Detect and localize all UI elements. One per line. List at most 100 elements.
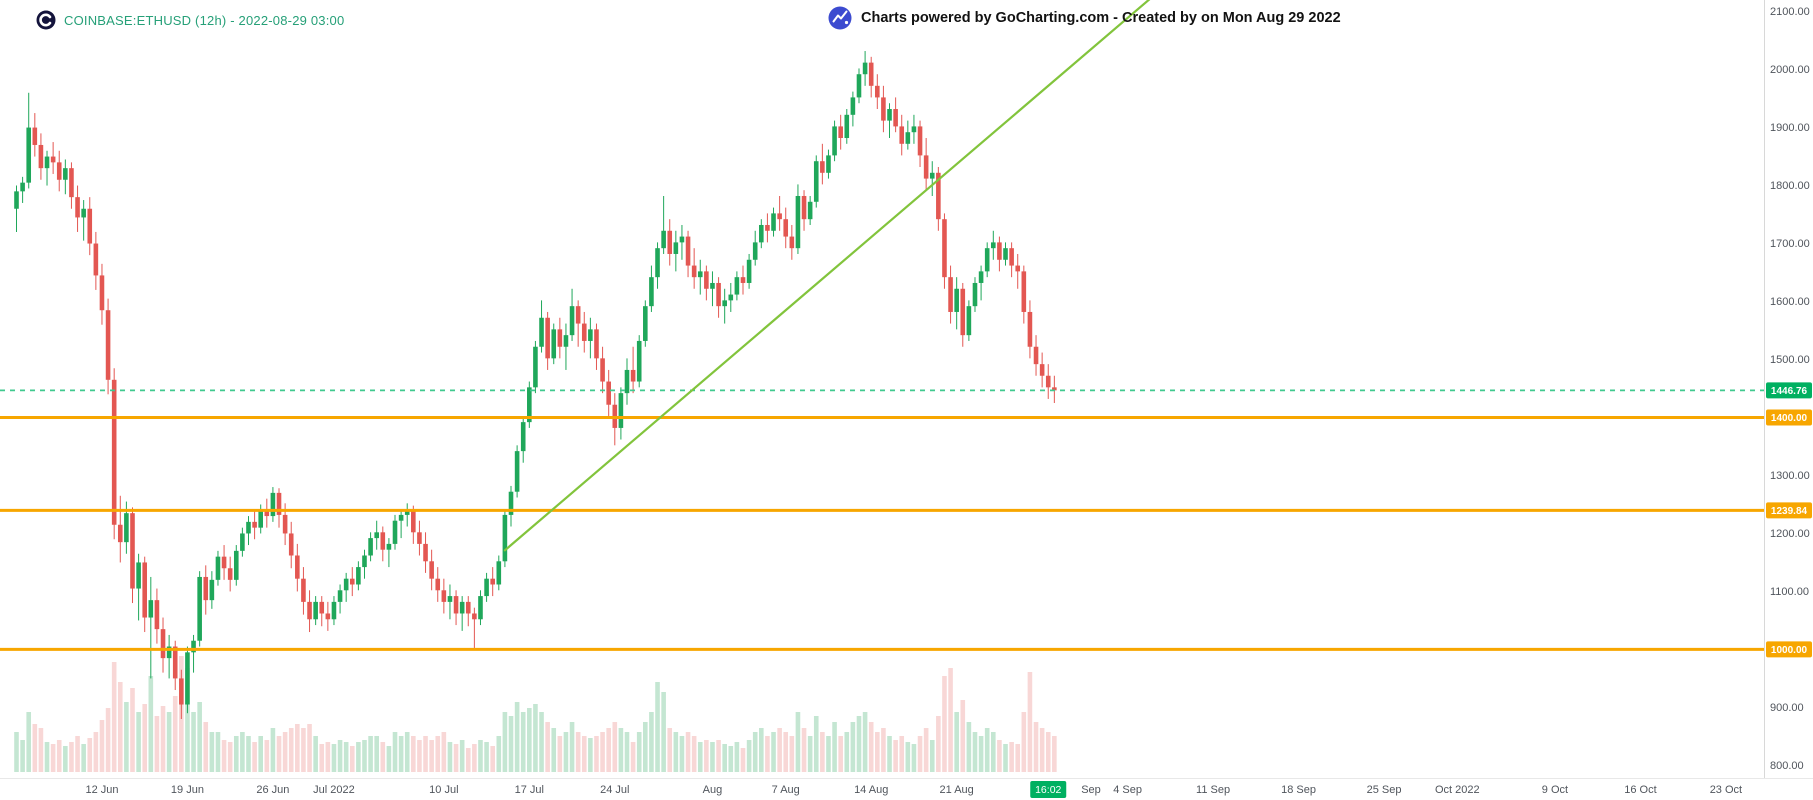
volume-bar	[655, 682, 660, 772]
volume-bar	[997, 740, 1002, 772]
volume-bar	[307, 724, 312, 772]
volume-bar	[624, 732, 630, 772]
candle-body	[679, 236, 685, 243]
candle-body	[252, 521, 257, 528]
volume-bar	[215, 732, 221, 772]
volume-bar	[856, 716, 862, 772]
volume-bar	[557, 736, 563, 772]
candle-body	[1027, 311, 1033, 347]
volume-bar	[636, 732, 642, 772]
countdown-badge	[1030, 781, 1067, 798]
volume-bar	[527, 708, 532, 772]
volume-bar	[484, 742, 489, 772]
candle-body	[820, 161, 825, 173]
candle-body	[502, 514, 508, 562]
volume-bar	[496, 736, 502, 772]
candle-body	[435, 578, 441, 591]
candle-body	[240, 533, 245, 551]
volume-bar	[258, 736, 263, 772]
candle-body	[746, 259, 752, 283]
price-tick-label: 800.00	[1770, 760, 1804, 772]
volume-bar	[923, 728, 929, 772]
candle-body	[307, 601, 312, 620]
candle-body	[50, 156, 56, 163]
candle-body	[349, 578, 355, 585]
candle-body	[856, 74, 862, 98]
time-tick-label: 4 Sep	[1113, 784, 1142, 796]
candle-body	[594, 329, 599, 359]
volume-bar	[227, 742, 233, 772]
last-price-line-badge-label: 1446.76	[1771, 386, 1808, 397]
volume-bar	[185, 668, 190, 772]
candle-body	[282, 514, 288, 534]
volume-bar	[679, 736, 685, 772]
volume-bar	[710, 742, 715, 772]
candle-body	[826, 155, 831, 173]
time-tick-label: 12 Jun	[85, 784, 118, 796]
resistance-line-1400-badge	[1766, 409, 1812, 426]
candle-body	[38, 144, 44, 169]
volume-bar	[594, 736, 599, 772]
volume-bar	[429, 740, 434, 772]
volume-bar	[453, 744, 459, 772]
candle-body	[649, 277, 654, 307]
candle-series	[14, 51, 1057, 720]
candle-body	[75, 197, 80, 218]
volume-bar	[105, 708, 111, 772]
candle-body	[99, 275, 105, 311]
price-tick-label: 1700.00	[1770, 238, 1810, 250]
volume-bar	[765, 736, 770, 772]
candle-body	[832, 126, 837, 156]
candle-body	[117, 524, 123, 543]
candle-body	[807, 201, 813, 220]
candle-body	[154, 600, 160, 630]
candle-body	[911, 126, 917, 133]
candle-body	[942, 219, 947, 278]
volume-bar	[26, 712, 32, 772]
exchange-logo-icon	[36, 10, 56, 30]
candle-body	[459, 601, 465, 614]
volume-bar	[374, 736, 379, 772]
candle-body	[423, 543, 428, 562]
volume-bar	[502, 712, 508, 772]
candle-body	[179, 678, 184, 705]
candle-body	[765, 224, 770, 231]
candle-body	[227, 568, 233, 580]
volume-bar	[850, 722, 856, 772]
candle-body	[533, 346, 538, 388]
time-axis[interactable]: 12 Jun 19 Jun 26 Jun Jul 2022 10 Jul 17 Jul 24…	[85, 781, 1742, 798]
volume-bar	[826, 736, 831, 772]
volume-bar	[893, 740, 898, 772]
time-tick-label: Aug	[703, 784, 723, 796]
volume-bar	[752, 732, 758, 772]
candle-body	[63, 168, 68, 180]
trend-line[interactable]	[503, 0, 1152, 552]
volume-pane	[14, 656, 1057, 772]
watermark-text: Charts powered by GoCharting.com - Creat…	[861, 10, 1341, 26]
candle-body	[374, 532, 379, 539]
volume-bar	[14, 732, 19, 772]
candle-body	[258, 510, 263, 528]
volume-bar	[478, 740, 483, 772]
price-axis[interactable]: 2100.00 2000.00 1900.00 1800.00 1700.00 1600.…	[1766, 6, 1812, 772]
volume-bar	[142, 704, 148, 772]
volume-bar	[44, 742, 50, 772]
volume-bar	[948, 668, 953, 772]
volume-bar	[1021, 712, 1027, 772]
volume-bar	[81, 744, 86, 772]
volume-bar	[313, 736, 318, 772]
candle-body	[301, 578, 306, 602]
candle-body	[838, 126, 843, 139]
volume-bar	[386, 746, 392, 772]
candle-body	[270, 492, 276, 517]
candle-body	[1039, 364, 1045, 376]
volume-bar	[881, 728, 886, 772]
volume-bar	[600, 732, 605, 772]
volume-bar	[356, 742, 361, 772]
volume-bar	[288, 728, 294, 772]
candle-body	[472, 613, 477, 620]
candle-body	[87, 208, 93, 244]
volume-bar	[472, 744, 477, 772]
candle-body	[606, 381, 611, 405]
